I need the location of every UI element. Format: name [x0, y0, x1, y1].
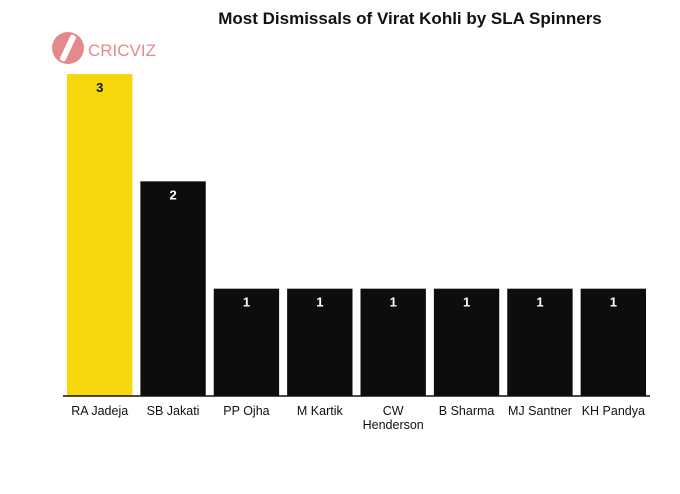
value-label-6: 1	[536, 295, 543, 310]
x-tick-label-0: RA Jadeja	[71, 404, 128, 418]
value-labels-group: 3 2 1 1 1 1 1 1	[96, 80, 617, 310]
value-label-7: 1	[610, 295, 617, 310]
bar-4	[360, 288, 426, 396]
value-label-4: 1	[390, 295, 397, 310]
x-tick-label-7: KH Pandya	[582, 404, 645, 418]
bar-3	[287, 288, 353, 396]
bars-group	[67, 74, 646, 396]
cricviz-logo: CRICVIZ	[52, 32, 156, 64]
value-label-1: 2	[169, 187, 176, 202]
logo-bat-icon	[60, 34, 76, 62]
bar-6	[507, 288, 573, 396]
value-label-3: 1	[316, 295, 323, 310]
chart-title: Most Dismissals of Virat Kohli by SLA Sp…	[218, 9, 602, 28]
bar-2	[213, 288, 280, 396]
bar-7	[580, 288, 646, 396]
x-tick-label-6: MJ Santner	[508, 404, 572, 418]
x-tick-label-5: B Sharma	[439, 404, 495, 418]
x-tick-label-1: SB Jakati	[147, 404, 200, 418]
logo-text: CRICVIZ	[88, 41, 156, 60]
value-label-5: 1	[463, 295, 470, 310]
value-label-2: 1	[243, 295, 250, 310]
x-tick-label-2: PP Ojha	[223, 404, 269, 418]
bar-1	[140, 181, 206, 396]
x-tick-label-3: M Kartik	[297, 404, 344, 418]
x-tick-label-4: CW Henderson	[363, 404, 424, 432]
bar-5	[433, 288, 500, 396]
bar-0	[67, 74, 133, 396]
value-label-0: 3	[96, 80, 103, 95]
x-tick-labels-group: RA Jadeja SB Jakati PP Ojha M Kartik CW Hende…	[71, 404, 645, 432]
